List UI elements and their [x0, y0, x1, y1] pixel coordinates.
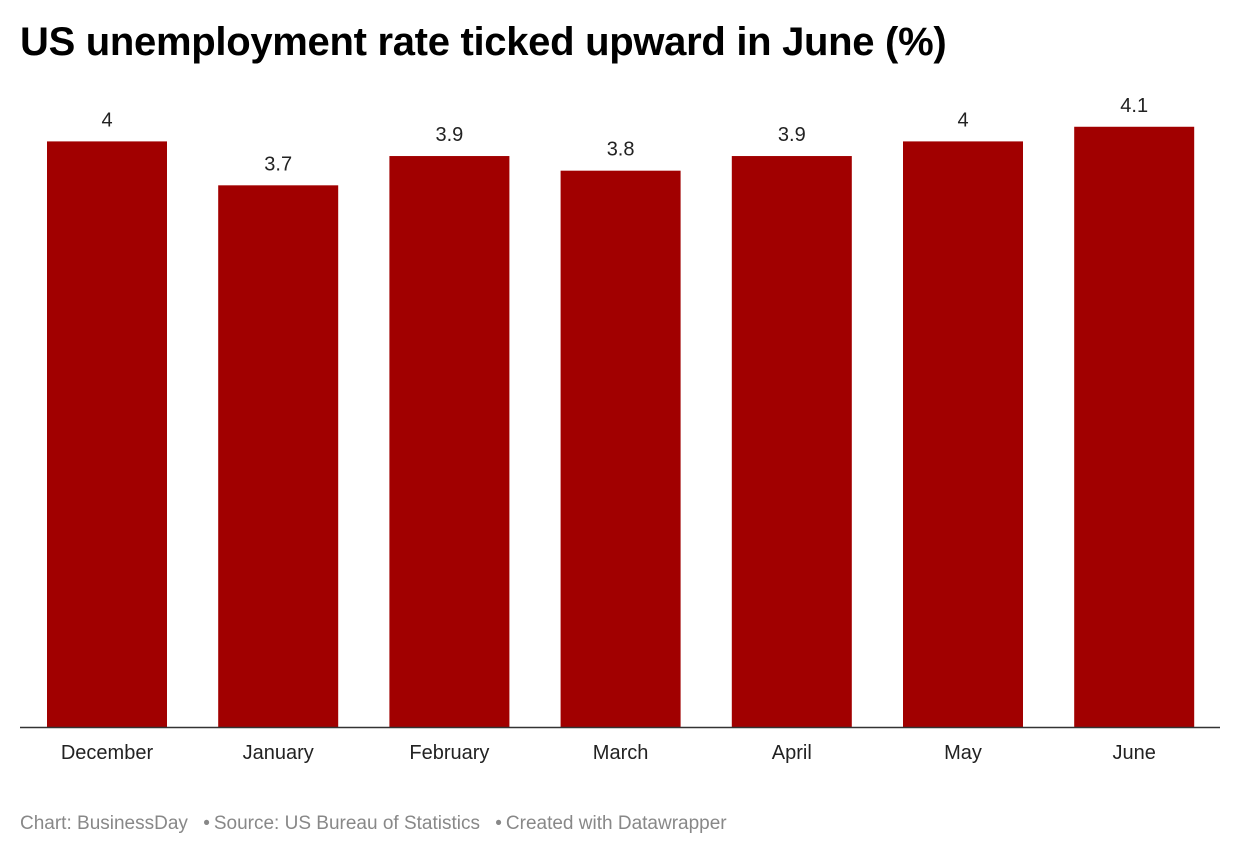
- separator: •: [495, 813, 502, 834]
- bar: [218, 185, 339, 727]
- bar: [731, 156, 852, 728]
- bar: [903, 141, 1023, 727]
- data-label: 4: [957, 109, 968, 131]
- x-tick-label: May: [944, 742, 982, 764]
- bar: [47, 141, 167, 727]
- created-with: Created with Datawrapper: [505, 813, 727, 834]
- bar: [560, 170, 681, 727]
- data-label: 4: [101, 109, 112, 131]
- data-label: 3.7: [264, 153, 292, 175]
- bar-chart: 4 December 3.7 January 3.9 February 3.8 March 3.…: [20, 95, 1220, 764]
- chart-title: US unemployment rate ticked upward in Ju…: [20, 20, 947, 64]
- x-tick-label: December: [61, 742, 154, 764]
- chart-footer: Chart: BusinessDay • Source: US Bureau of…: [20, 813, 727, 835]
- bar: [389, 156, 510, 728]
- x-tick-label: January: [243, 742, 314, 764]
- data-label: 4.1: [1120, 95, 1148, 117]
- x-tick-label: February: [409, 742, 489, 764]
- data-label: 3.9: [435, 124, 463, 146]
- x-tick-label: June: [1113, 742, 1156, 764]
- x-tick-label: March: [593, 742, 649, 764]
- x-tick-label: April: [772, 742, 812, 764]
- chart-credit: Chart: BusinessDay: [20, 813, 188, 834]
- data-label: 3.9: [778, 124, 806, 146]
- bar: [1074, 126, 1195, 727]
- separator: •: [203, 813, 210, 834]
- data-label: 3.8: [607, 139, 635, 161]
- source-credit: Source: US Bureau of Statistics: [213, 813, 480, 834]
